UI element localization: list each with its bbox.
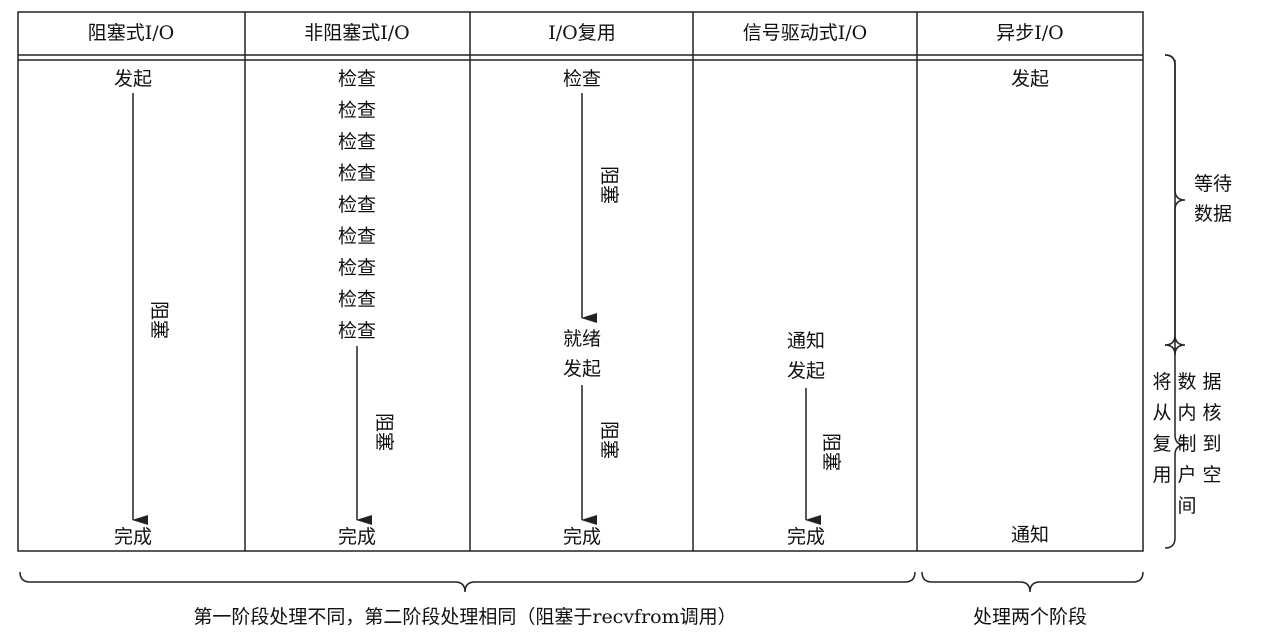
cell-label: 发起 (1011, 68, 1049, 90)
check-label: 检查 (338, 68, 376, 90)
column-header: I/O复用 (548, 22, 615, 44)
cell-label: 完成 (114, 526, 152, 548)
block-label: 阻塞 (598, 421, 620, 459)
check-label: 检查 (338, 289, 376, 311)
arrows (132, 93, 821, 525)
side-label: 从内核 (1152, 402, 1227, 424)
footer-label: 第一阶段处理不同，第二阶段处理相同（阻塞于recvfrom调用） (193, 606, 736, 628)
side-label: 等待 (1194, 173, 1232, 195)
check-label: 检查 (338, 100, 376, 122)
check-label: 检查 (338, 163, 376, 185)
check-label: 检查 (338, 320, 376, 342)
check-label: 检查 (338, 226, 376, 248)
cell-label: 完成 (787, 526, 825, 548)
block-label: 阻塞 (598, 166, 620, 204)
cell-label: 发起 (563, 358, 601, 380)
braces (19, 54, 1186, 593)
column-header: 非阻塞式I/O (304, 22, 409, 44)
cell-label: 完成 (563, 526, 601, 548)
side-label: 将数据 (1152, 371, 1227, 393)
cell-label: 检查 (563, 68, 601, 90)
cell-label: 发起 (114, 68, 152, 90)
block-label: 阻塞 (820, 433, 842, 471)
cell-label: 通知 (787, 330, 825, 352)
column-header: 阻塞式I/O (88, 22, 174, 44)
cell-label: 完成 (338, 526, 376, 548)
block-label: 阻塞 (373, 413, 395, 451)
check-label: 检查 (338, 131, 376, 153)
column-header: 异步I/O (996, 22, 1063, 44)
footer-label: 处理两个阶段 (973, 606, 1087, 628)
side-label: 间 (1177, 495, 1202, 517)
cell-label: 发起 (787, 360, 825, 382)
check-label: 检查 (338, 194, 376, 216)
block-label: 阻塞 (148, 301, 170, 339)
cell-label: 通知 (1011, 524, 1049, 546)
side-label: 数据 (1194, 203, 1232, 225)
check-label: 检查 (338, 257, 376, 279)
cell-label: 就绪 (563, 328, 601, 350)
column-header: 信号驱动式I/O (743, 22, 867, 44)
side-label: 复制到 (1152, 433, 1227, 455)
table-frame (17, 11, 1144, 552)
side-label: 用户空 (1152, 464, 1227, 486)
